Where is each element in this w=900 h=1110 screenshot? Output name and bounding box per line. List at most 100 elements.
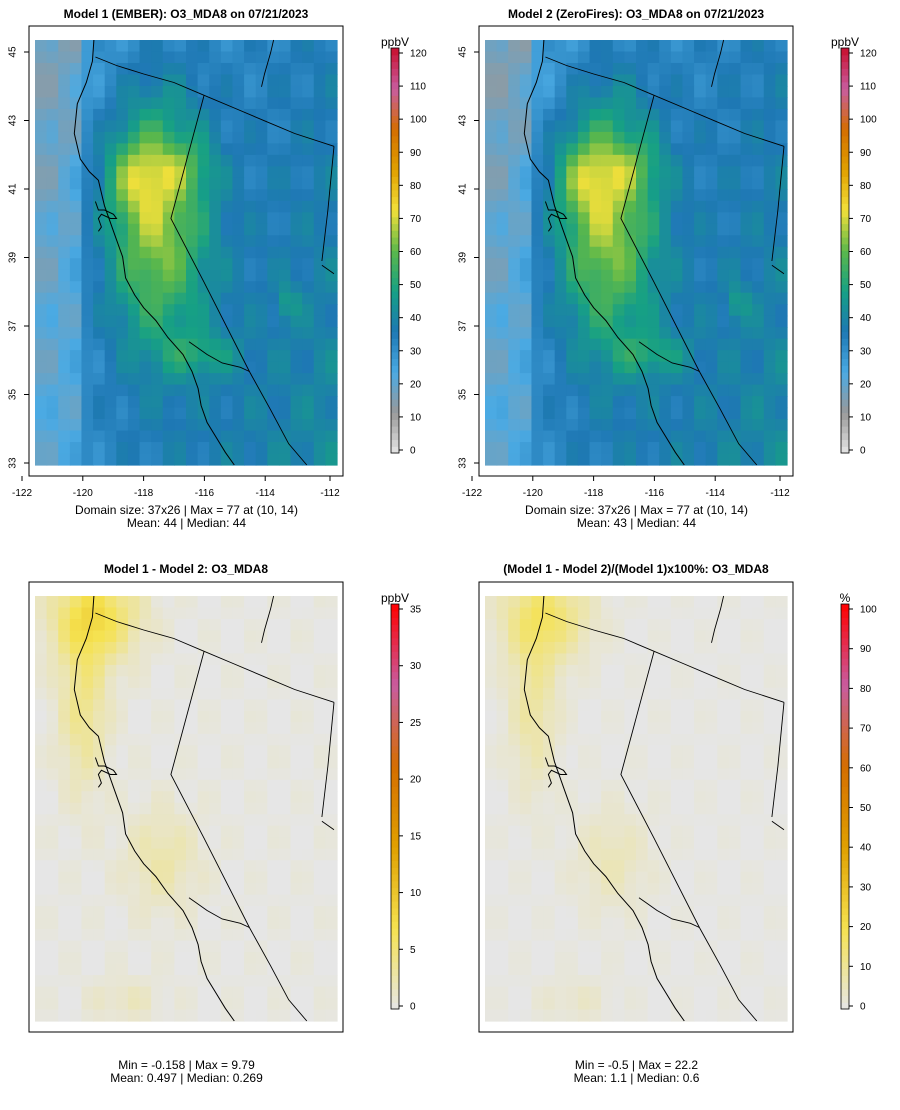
heatmap-cell bbox=[705, 246, 718, 259]
heatmap-cell bbox=[496, 848, 509, 861]
heatmap-cell bbox=[589, 246, 602, 259]
heatmap-cell bbox=[554, 641, 567, 655]
colorbar-swatch bbox=[841, 907, 849, 916]
heatmap-cell bbox=[740, 894, 753, 907]
heatmap-cell bbox=[69, 258, 83, 271]
heatmap-cell bbox=[717, 338, 730, 351]
heatmap-cell bbox=[267, 975, 280, 988]
heatmap-cell bbox=[267, 430, 280, 443]
heatmap-cell bbox=[717, 860, 730, 873]
heatmap-cell bbox=[647, 791, 660, 804]
heatmap-cell bbox=[705, 373, 718, 386]
heatmap-cell bbox=[624, 258, 637, 271]
heatmap-cell bbox=[127, 212, 141, 225]
heatmap-cell bbox=[267, 166, 280, 179]
heatmap-cell bbox=[267, 745, 280, 758]
heatmap-cell bbox=[647, 74, 660, 87]
y-tick-label: 45 bbox=[458, 46, 469, 58]
heatmap-cell bbox=[508, 442, 521, 455]
heatmap-cell bbox=[325, 906, 338, 919]
heatmap-cell bbox=[682, 768, 695, 781]
heatmap-cell bbox=[58, 166, 71, 179]
heatmap-cell bbox=[682, 607, 695, 620]
heatmap-cell bbox=[209, 998, 222, 1011]
heatmap-cell bbox=[151, 883, 164, 896]
heatmap-cell bbox=[278, 419, 292, 432]
heatmap-cell bbox=[543, 791, 556, 804]
heatmap-cell bbox=[174, 963, 187, 976]
colorbar-swatch bbox=[391, 210, 399, 218]
heatmap-cell bbox=[139, 699, 152, 712]
heatmap-cell bbox=[624, 235, 637, 248]
heatmap-cell bbox=[290, 825, 303, 838]
colorbar-tick-label: 30 bbox=[410, 661, 422, 672]
heatmap-cell bbox=[589, 315, 602, 328]
heatmap-cell bbox=[566, 154, 579, 167]
heatmap-cell bbox=[775, 430, 788, 443]
heatmap-cell bbox=[35, 442, 48, 455]
heatmap-cell bbox=[162, 189, 175, 202]
colorbar-swatch bbox=[391, 122, 399, 130]
heatmap-cell bbox=[775, 304, 788, 317]
heatmap-cell bbox=[127, 442, 141, 455]
heatmap-cell bbox=[162, 430, 175, 443]
heatmap-cell bbox=[46, 430, 59, 443]
colorbar-unit: ppbV bbox=[831, 35, 859, 49]
heatmap-cell bbox=[763, 350, 776, 363]
colorbar-tick-label: 70 bbox=[410, 214, 422, 225]
heatmap-cell bbox=[752, 802, 765, 815]
heatmap-cell bbox=[705, 200, 718, 213]
colorbar-swatch bbox=[391, 752, 399, 760]
heatmap-cell bbox=[313, 837, 326, 850]
heatmap-cell bbox=[682, 929, 695, 942]
heatmap-cell bbox=[543, 419, 556, 432]
colorbar-tick-label: 40 bbox=[410, 313, 422, 324]
heatmap-cell bbox=[531, 596, 544, 609]
heatmap-cell bbox=[647, 779, 660, 792]
heatmap-cell bbox=[58, 756, 71, 769]
colorbar-swatch bbox=[391, 867, 399, 875]
heatmap-cell bbox=[694, 814, 707, 827]
heatmap-cell bbox=[694, 62, 707, 76]
state-border bbox=[711, 595, 725, 643]
heatmap-cell bbox=[35, 166, 48, 179]
heatmap-cell bbox=[740, 292, 753, 305]
heatmap-cell bbox=[508, 929, 521, 942]
heatmap-cell bbox=[496, 917, 509, 930]
heatmap-cell bbox=[485, 177, 498, 190]
heatmap-cell bbox=[659, 664, 672, 678]
heatmap-cell bbox=[577, 246, 591, 259]
heatmap-cell bbox=[740, 350, 753, 363]
heatmap-cell bbox=[694, 396, 707, 409]
heatmap-cell bbox=[554, 338, 567, 351]
heatmap-cell bbox=[162, 338, 175, 351]
heatmap-cell bbox=[624, 430, 637, 443]
colorbar-tick-label: 100 bbox=[860, 605, 877, 616]
heatmap-cells bbox=[485, 40, 788, 466]
heatmap-cell bbox=[186, 407, 199, 420]
heatmap-cell bbox=[93, 825, 106, 838]
heatmap-cell bbox=[81, 430, 94, 443]
heatmap-cell bbox=[220, 120, 234, 133]
heatmap-cell bbox=[93, 906, 106, 919]
heatmap-cell bbox=[267, 212, 280, 225]
heatmap-cell bbox=[104, 998, 117, 1011]
colorbar-swatch bbox=[391, 257, 399, 265]
heatmap-cell bbox=[531, 373, 544, 386]
heatmap-cell bbox=[531, 952, 544, 965]
heatmap-cell bbox=[46, 235, 59, 248]
heatmap-cell bbox=[496, 871, 509, 884]
heatmap-cell bbox=[752, 108, 765, 122]
heatmap-cell bbox=[313, 177, 326, 190]
heatmap-cell bbox=[670, 860, 684, 873]
heatmap-cell bbox=[728, 51, 742, 64]
heatmap-cell bbox=[705, 894, 718, 907]
heatmap-cell bbox=[775, 419, 788, 432]
heatmap-cell bbox=[244, 917, 257, 930]
heatmap-cell bbox=[775, 258, 788, 271]
heatmap-cell bbox=[670, 676, 684, 689]
chart-panel-4: (Model 1 - Model 2)/(Model 1)x100%: O3_M… bbox=[478, 562, 877, 1085]
heatmap-cell bbox=[302, 40, 315, 53]
heatmap-cell bbox=[543, 596, 556, 609]
heatmap-cell bbox=[647, 745, 660, 758]
